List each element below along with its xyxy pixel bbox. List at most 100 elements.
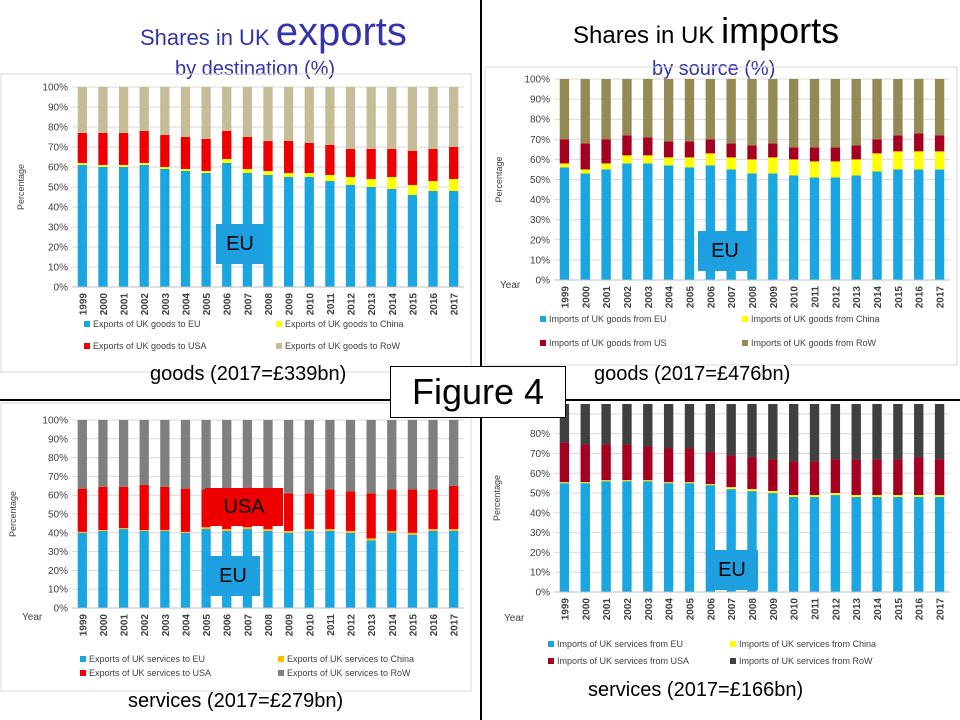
bar-segment: [283, 420, 294, 494]
bar-segment: [788, 147, 799, 160]
bar-segment: [325, 181, 335, 287]
legend-label: Exports of UK goods to USA: [93, 341, 207, 351]
goods-exports-chart: 0% 10% 20% 30% 40% 50% 60% 70% 80% 90% 100% Percent…: [0, 73, 472, 373]
caption-goods-exports: goods (2017=£339bn): [150, 363, 347, 385]
bar-segment: [559, 163, 570, 168]
bar-segment: [139, 131, 149, 163]
bar-segment: [222, 529, 232, 531]
bar-segment: [622, 155, 632, 164]
bar-segment: [242, 527, 253, 530]
bar-segment: [622, 135, 632, 156]
bar-segment: [201, 171, 211, 173]
bar-segment: [934, 169, 945, 280]
bar-segment: [601, 444, 611, 481]
x-tick-label: 2007: [727, 598, 738, 621]
services-imports-chart: 0%10%20%30%40%50%60%70%80%90%PercentageY…: [492, 404, 950, 666]
bar-segment: [345, 185, 356, 287]
bar-segment: [747, 491, 757, 592]
bar-segment: [726, 79, 736, 144]
bar-segment: [705, 79, 716, 140]
bar-segment: [830, 459, 841, 494]
bar-segment: [643, 79, 653, 138]
legend-swatch: [742, 316, 748, 322]
bar-segment: [601, 404, 611, 445]
bar-segment: [283, 173, 294, 177]
bar-segment: [893, 495, 903, 498]
bar-segment: [242, 420, 253, 488]
bar-segment: [180, 531, 191, 533]
bar-segment: [77, 420, 87, 489]
y-tick-label: 10%: [530, 255, 550, 266]
y-tick-label: 30%: [48, 547, 68, 558]
caption-services-exports: services (2017=£279bn): [128, 690, 344, 712]
bar-segment: [160, 167, 170, 169]
bar-segment: [98, 167, 108, 287]
bar-segment: [180, 87, 191, 137]
x-tick-label: 2007: [243, 614, 254, 637]
y-tick-label: 10%: [48, 585, 68, 596]
exports-title: Shares in UK exports: [140, 10, 407, 55]
x-tick-label: 2012: [831, 598, 842, 621]
legend-label: Exports of UK goods to EU: [93, 319, 201, 329]
bar-segment: [559, 167, 570, 280]
bar-segment: [809, 404, 820, 462]
bar-segment: [283, 493, 294, 531]
bar-segment: [914, 151, 924, 170]
bar-segment: [643, 404, 653, 447]
legend-swatch: [80, 670, 86, 676]
bar-segment: [580, 482, 590, 484]
y-tick-label: 10%: [530, 568, 550, 579]
bar-segment: [160, 169, 170, 287]
imports-subtitle: by source (%): [652, 58, 776, 80]
y-axis-label: Percentage: [8, 491, 18, 537]
bar-segment: [768, 79, 778, 144]
x-axis-label: Year: [22, 612, 43, 623]
chart-frame: [0, 402, 472, 692]
legend-label: Imports of UK goods from US: [549, 338, 667, 348]
y-tick-label: 20%: [48, 243, 68, 254]
bar-segment: [872, 139, 882, 154]
bar-segment: [914, 79, 924, 134]
bar-segment: [366, 538, 376, 541]
x-tick-label: 2009: [769, 598, 780, 621]
bar-segment: [77, 532, 87, 608]
chart-panel-services-exports: 0% 10% 20% 30% 40% 50% 60% 70% 80% 90% 100% Percent…: [0, 402, 472, 692]
x-tick-label: 1999: [78, 293, 89, 316]
bar-segment: [345, 177, 356, 185]
bar-segment: [872, 79, 882, 140]
bar-segment: [768, 493, 778, 592]
chart-panel-services-imports: 0%10%20%30%40%50%60%70%80%90%PercentageY…: [490, 402, 958, 692]
x-tick-label: 2013: [367, 614, 378, 637]
x-tick-label: 2001: [120, 614, 131, 637]
bar-segment: [663, 483, 674, 592]
horizontal-divider-left: [0, 399, 390, 401]
bar-segment: [325, 175, 335, 181]
bar-segment: [263, 141, 273, 171]
y-tick-label: 100%: [42, 416, 68, 427]
x-tick-label: 2002: [140, 293, 151, 316]
bar-segment: [118, 87, 129, 133]
bar-segment: [118, 529, 129, 608]
bar-segment: [663, 448, 674, 483]
bar-segment: [872, 497, 882, 592]
bar-segment: [914, 495, 924, 498]
y-tick-label: 80%: [530, 429, 550, 440]
x-tick-label: 2004: [181, 293, 192, 316]
x-tick-label: 2001: [120, 293, 131, 316]
bar-segment: [304, 87, 314, 143]
bar-segment: [263, 87, 273, 141]
bar-segment: [914, 457, 924, 496]
y-tick-label: 90%: [530, 95, 550, 106]
y-axis-label: Percentage: [492, 475, 502, 521]
bar-segment: [601, 163, 611, 170]
bar-segment: [160, 529, 170, 531]
y-tick-label: 60%: [530, 469, 550, 480]
bar-segment: [788, 79, 799, 148]
bar-segment: [283, 87, 294, 141]
bar-segment: [643, 481, 653, 592]
bar-segment: [830, 161, 841, 178]
y-tick-label: 0%: [54, 283, 69, 294]
x-tick-label: 2015: [408, 614, 419, 637]
x-tick-label: 2008: [264, 293, 275, 316]
bar-segment: [449, 179, 459, 191]
